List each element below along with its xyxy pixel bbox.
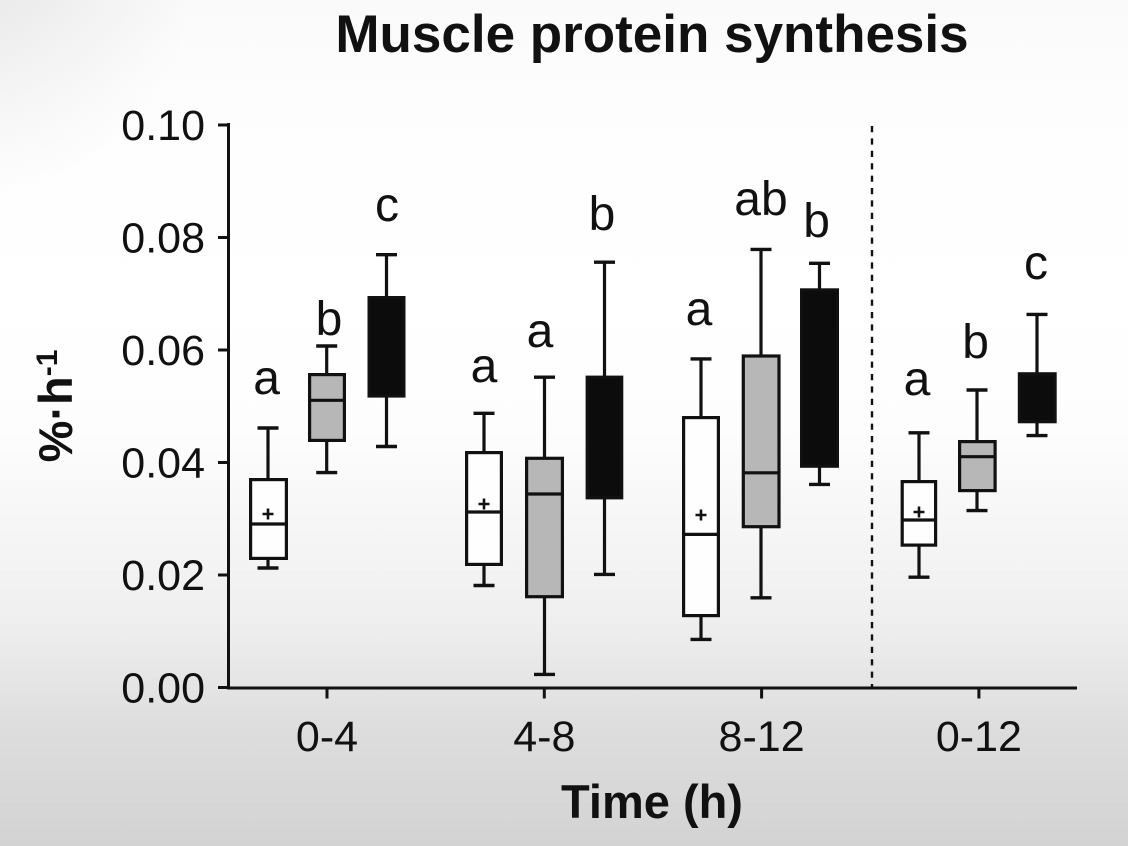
svg-text:%·h-1: %·h-1 (29, 350, 82, 463)
svg-text:a: a (904, 353, 931, 406)
svg-text:b: b (316, 293, 343, 346)
svg-text:0.04: 0.04 (121, 440, 205, 488)
svg-text:4-8: 4-8 (513, 713, 575, 761)
svg-text:b: b (803, 195, 830, 248)
svg-text:a: a (471, 340, 498, 393)
svg-text:b: b (589, 188, 616, 241)
svg-text:a: a (686, 283, 713, 336)
svg-text:ab: ab (734, 173, 787, 226)
svg-text:0.06: 0.06 (121, 327, 205, 375)
svg-text:0.00: 0.00 (121, 665, 205, 713)
svg-text:0.08: 0.08 (121, 215, 205, 263)
svg-text:0.02: 0.02 (121, 552, 205, 600)
svg-text:0.10: 0.10 (121, 102, 205, 150)
svg-text:0-4: 0-4 (296, 713, 358, 761)
svg-text:c: c (375, 179, 399, 232)
svg-text:0-12: 0-12 (936, 713, 1022, 761)
svg-text:Time (h): Time (h) (561, 775, 743, 828)
svg-text:b: b (962, 316, 989, 369)
svg-text:Muscle protein synthesis: Muscle protein synthesis (335, 5, 968, 64)
svg-text:8-12: 8-12 (719, 713, 805, 761)
svg-text:c: c (1024, 237, 1048, 290)
svg-text:a: a (253, 352, 280, 405)
svg-text:a: a (527, 305, 554, 358)
